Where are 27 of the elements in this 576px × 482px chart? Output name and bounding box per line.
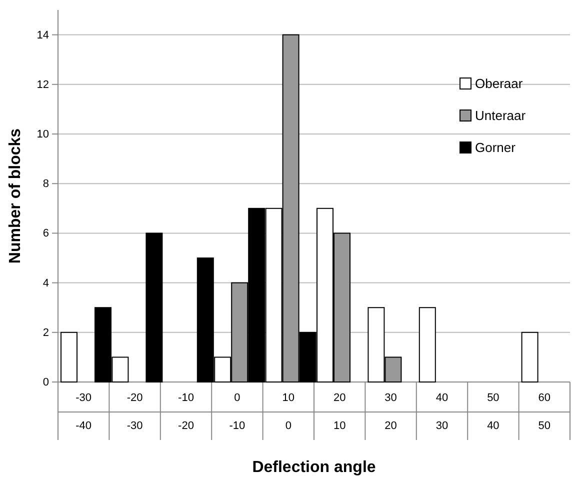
x-axis-title: Deflection angle [252,459,376,476]
y-tick-label: 0 [42,376,49,389]
y-tick-label: 14 [36,29,49,42]
bar [521,332,538,382]
y-tick-label: 12 [36,78,49,91]
y-axis-title: Number of blocks [7,128,24,264]
category-label: -10 -20 [178,392,194,432]
category-label: 60 50 [538,392,551,432]
legend-label: Oberaar [475,76,524,91]
bar [60,332,78,382]
category-label: 40 30 [436,392,448,432]
y-tick-label: 6 [42,228,49,240]
category-label: -30 -40 [76,392,92,432]
category-label: 0 -10 [229,392,246,432]
y-tick-label: 8 [42,178,49,190]
category-label: 30 20 [384,392,397,432]
y-tick-label: 10 [36,128,49,141]
bar [418,307,436,382]
category-label: -20 -30 [126,392,143,432]
y-tick-label: 2 [42,326,49,339]
category-label: 10 0 [282,392,295,432]
bar [146,232,163,382]
y-tick-label: 4 [42,277,49,290]
legend-label: Unteraar [475,108,526,123]
category-label: 50 40 [487,392,500,432]
category-label: 20 10 [333,392,346,432]
legend-label: Gorner [475,140,516,155]
